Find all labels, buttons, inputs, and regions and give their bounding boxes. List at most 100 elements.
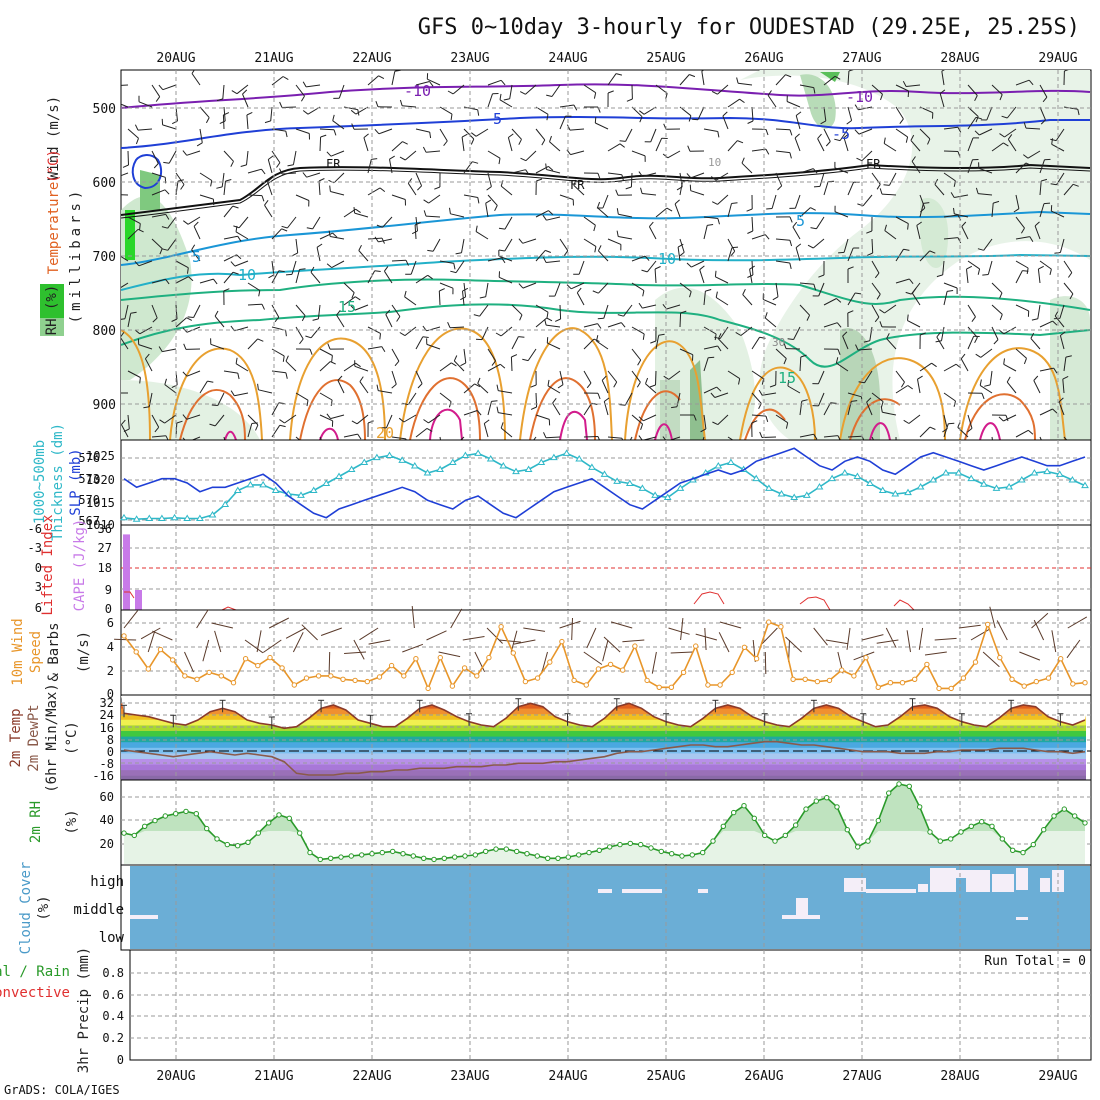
wind-barb [439,282,454,289]
wind-barb [477,383,489,394]
wind-barb-flag [363,133,369,138]
cape-li-panel: -6 -3 0 3 6 36 27 18 9 0 Lifted Index CA… [28,514,1092,616]
wind-barb-flag [376,384,379,391]
temp-band [121,719,1086,726]
wind-barb [943,126,958,130]
surface-barb [140,627,161,640]
wind-speed-point [607,661,614,668]
wind-speed-point [729,669,735,676]
wind-barb [295,269,300,284]
wind-barb-flag [211,404,218,406]
wind-barb-flag [825,141,831,147]
wind-barb-flag [176,420,183,424]
wind-barb [1015,216,1025,229]
chart-title: GFS 0~10day 3-hourly for OUDESTAD (29.25… [418,15,1080,40]
wind-barb-flag [758,389,763,396]
wind-speed-point [121,633,127,639]
wind-barb [1063,436,1068,440]
wind-barb [511,128,522,140]
wind-barb [607,370,618,383]
wind-unit-label: (m/s) [76,631,92,673]
wind-barb [463,161,473,174]
wind-barb [986,106,993,121]
wind-barb-flag [597,245,602,252]
wind-barb [487,194,498,206]
wind-barb [247,282,261,291]
wind-barb [217,392,225,406]
rh-point [286,815,292,821]
wind-barb-flag [619,404,626,406]
wind-barb-flag [747,120,754,124]
wind-barb-flag [856,157,863,162]
wind-barb [271,150,281,163]
wind-barb-flag [1013,208,1020,213]
wind-speed-point [194,676,200,682]
li-tick: -6 [28,522,42,536]
wind-barb [631,414,643,425]
wind-barb [847,292,856,306]
surface-barb [211,622,234,629]
wind-barb [794,137,801,152]
wind-barb-flag [485,199,492,204]
wind-barb [343,208,356,218]
wind-barb [839,128,849,141]
wind-barb-flag [1077,109,1080,116]
wind-barb-flag [917,375,923,380]
wind-barb [767,95,777,108]
wind-speed-point [182,673,188,679]
wind-barb-flag [1041,178,1048,182]
wind-barb-flag [731,246,739,249]
temperature-unit-label: (°C) [46,149,62,183]
rh-point [328,855,334,861]
wind-barb-flag [947,290,954,292]
date-label-top: 26AUG [744,51,783,66]
wind-barb [775,150,790,154]
rh-point [224,841,231,848]
wind-barb [331,260,345,269]
wind-barb [151,150,159,164]
wind-barb [186,150,201,156]
cape-axis-label: CAPE (J/kg) [72,519,88,612]
wind-barb [292,150,297,165]
wind-barb [818,392,825,407]
wind-barb [485,282,489,297]
wind-barb [655,84,668,94]
thickness-point [802,491,811,498]
wind-barb [787,385,801,394]
wind-speed-point [595,666,602,672]
wind-barb-flag [884,224,887,231]
upper-air-panel: 500 600 700 800 900 -10 -10 -5 -5 FR FR … [40,69,1092,442]
wind-barb [583,216,596,226]
wind-barb [306,84,321,88]
wind-barb [751,392,762,404]
wind-barb-flag [641,269,648,273]
thickness-point [132,515,141,522]
wind-barb [795,115,801,130]
thickness-point [486,455,495,462]
wind-barb [919,426,931,438]
wind-speed-point [388,662,395,669]
wind-barb-flag [789,240,793,247]
wind-barb [522,238,537,244]
wind-barb [509,84,513,99]
surface-barb [761,627,778,645]
wind-barb [936,336,945,350]
wind-barb [793,326,801,340]
wind-barb [247,168,262,174]
wind-barb [151,189,166,196]
wind-barb-flag [449,207,451,214]
wind-barb-flag [880,94,883,101]
wind-barb [193,226,201,240]
wind-barb [162,84,177,91]
rh-point [183,808,189,815]
wind-barb-flag [601,375,607,381]
wind-barb [426,326,441,332]
wind-barb [843,238,849,253]
wind-barb-flag [619,140,626,142]
wind-barb-flag [520,157,527,162]
wind-barb-flag [257,383,259,390]
wind-barb-flag [1020,227,1025,234]
wind-barb-flag [642,290,645,297]
wind-barb-flag [746,208,753,212]
wind-barb-flag [193,221,199,227]
